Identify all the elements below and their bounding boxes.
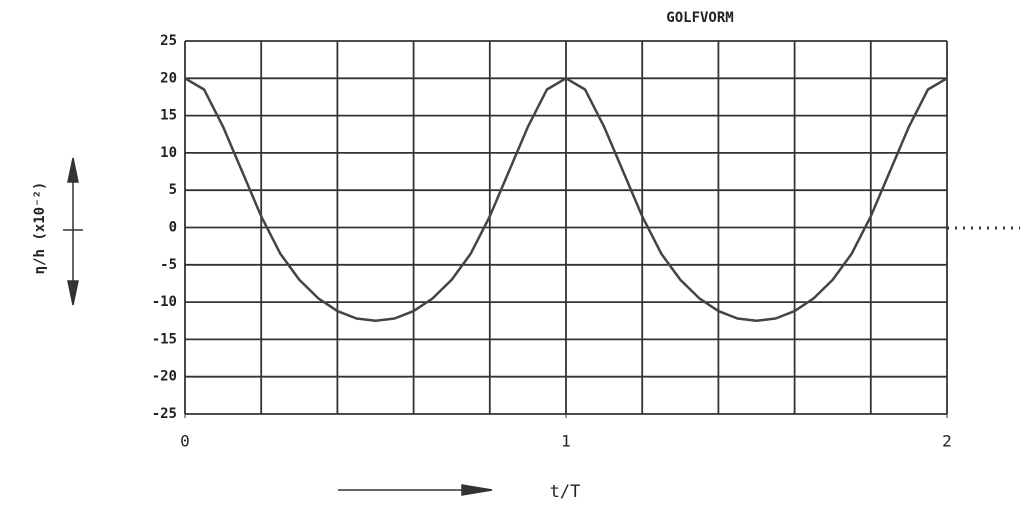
y-tick-label: -15 xyxy=(152,331,177,347)
y-tick-label: 5 xyxy=(169,182,177,198)
y-tick-label: 15 xyxy=(160,108,177,124)
y-tick-label: 0 xyxy=(169,220,177,236)
x-tick-label: 2 xyxy=(942,432,952,451)
y-tick-label: 10 xyxy=(160,145,177,161)
chart-title: GOLFVORM xyxy=(666,10,733,26)
y-tick-label: -5 xyxy=(160,257,177,273)
y-tick-label: 20 xyxy=(160,70,177,86)
y-tick-label: -20 xyxy=(152,369,177,385)
arrows xyxy=(63,157,493,496)
y-tick-label: 25 xyxy=(160,33,177,49)
x-tick-label: 1 xyxy=(561,432,571,451)
y-tick-label: -25 xyxy=(152,406,177,422)
x-tick-label: 0 xyxy=(180,432,190,451)
data-line xyxy=(184,77,948,322)
y-tick-label: -10 xyxy=(152,294,177,310)
y-axis-label: η/h (x10⁻²) xyxy=(32,182,48,275)
x-axis-label: t/T xyxy=(550,482,581,502)
